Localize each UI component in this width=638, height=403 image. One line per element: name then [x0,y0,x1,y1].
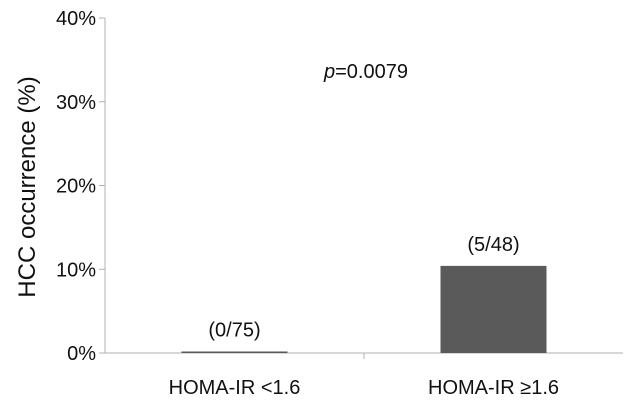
y-tick-label: 0% [67,343,96,365]
bars [181,265,547,353]
x-category-label: HOMA-IR ≥1.6 [428,377,559,399]
y-axis-label: HCC occurrence (%) [14,76,41,297]
x-category-label: HOMA-IR <1.6 [169,377,301,399]
p-value: =0.0079 [335,61,408,83]
axes: 0% 10% 20% 30% 40% HOMA-IR <1.6 HOMA-IR ≥1.6 [56,8,623,399]
bar [181,351,288,353]
y-tick-label: 20% [56,176,96,198]
bar-data-label: (5/48) [467,234,519,256]
p-symbol: p [323,61,335,83]
y-tick-label: 10% [56,259,96,281]
data-labels: (0/75) (5/48) [208,234,519,342]
y-tick-label: 30% [56,92,96,114]
y-tick-label: 40% [56,8,96,30]
bar [440,265,547,353]
bar-data-label: (0/75) [208,320,260,342]
p-value-annotation: p=0.0079 [323,61,408,83]
